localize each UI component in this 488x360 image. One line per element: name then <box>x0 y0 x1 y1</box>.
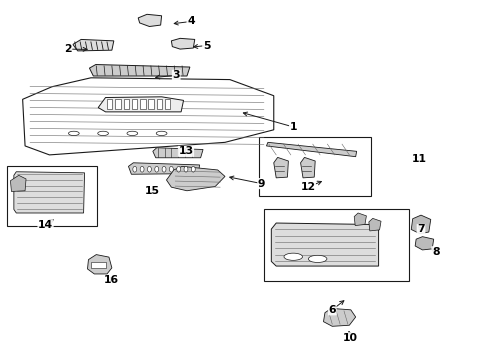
Ellipse shape <box>162 166 165 172</box>
Polygon shape <box>22 78 273 155</box>
Bar <box>132 99 137 109</box>
Ellipse shape <box>191 166 195 172</box>
Polygon shape <box>128 163 199 174</box>
Polygon shape <box>166 166 224 191</box>
Bar <box>164 99 170 109</box>
Polygon shape <box>14 172 84 213</box>
Text: 6: 6 <box>328 305 335 315</box>
Text: 1: 1 <box>289 122 296 132</box>
Ellipse shape <box>156 131 166 135</box>
Bar <box>115 99 121 109</box>
Polygon shape <box>266 142 356 157</box>
Text: 12: 12 <box>300 182 315 192</box>
Text: 8: 8 <box>431 247 439 257</box>
Polygon shape <box>271 223 378 266</box>
Ellipse shape <box>176 166 180 172</box>
Polygon shape <box>414 237 433 250</box>
Polygon shape <box>300 157 315 178</box>
Bar <box>259 137 370 196</box>
Ellipse shape <box>140 166 144 172</box>
Text: 5: 5 <box>203 41 210 50</box>
Bar <box>6 166 97 226</box>
Polygon shape <box>153 148 203 158</box>
Bar <box>148 99 154 109</box>
Polygon shape <box>323 309 355 326</box>
Ellipse shape <box>169 166 173 172</box>
Text: 9: 9 <box>257 179 265 189</box>
Text: 2: 2 <box>64 44 72 54</box>
Ellipse shape <box>308 255 326 262</box>
Text: 14: 14 <box>38 220 53 230</box>
Text: 7: 7 <box>416 225 424 234</box>
Polygon shape <box>353 213 366 226</box>
Text: 10: 10 <box>343 333 358 343</box>
Text: 4: 4 <box>187 17 194 27</box>
Ellipse shape <box>133 166 137 172</box>
Ellipse shape <box>127 131 138 135</box>
Ellipse shape <box>183 166 187 172</box>
Ellipse shape <box>284 253 302 260</box>
Bar <box>140 99 145 109</box>
Bar <box>123 99 129 109</box>
Polygon shape <box>89 64 189 76</box>
Polygon shape <box>273 157 288 178</box>
Ellipse shape <box>147 166 151 172</box>
Ellipse shape <box>98 131 108 135</box>
Bar <box>157 99 162 109</box>
Polygon shape <box>98 97 183 112</box>
Ellipse shape <box>68 131 79 135</box>
Polygon shape <box>410 215 430 234</box>
Polygon shape <box>73 40 114 51</box>
Ellipse shape <box>155 166 158 172</box>
Bar <box>107 99 112 109</box>
Text: 11: 11 <box>411 154 426 164</box>
Bar <box>264 210 408 281</box>
Text: 13: 13 <box>178 146 193 156</box>
Bar <box>91 262 106 268</box>
Text: 16: 16 <box>104 275 119 285</box>
Polygon shape <box>171 39 194 49</box>
Polygon shape <box>368 219 380 231</box>
Text: 15: 15 <box>144 186 159 196</box>
Polygon shape <box>10 175 26 192</box>
Text: 3: 3 <box>172 70 180 80</box>
Polygon shape <box>87 255 112 274</box>
Polygon shape <box>138 14 161 27</box>
